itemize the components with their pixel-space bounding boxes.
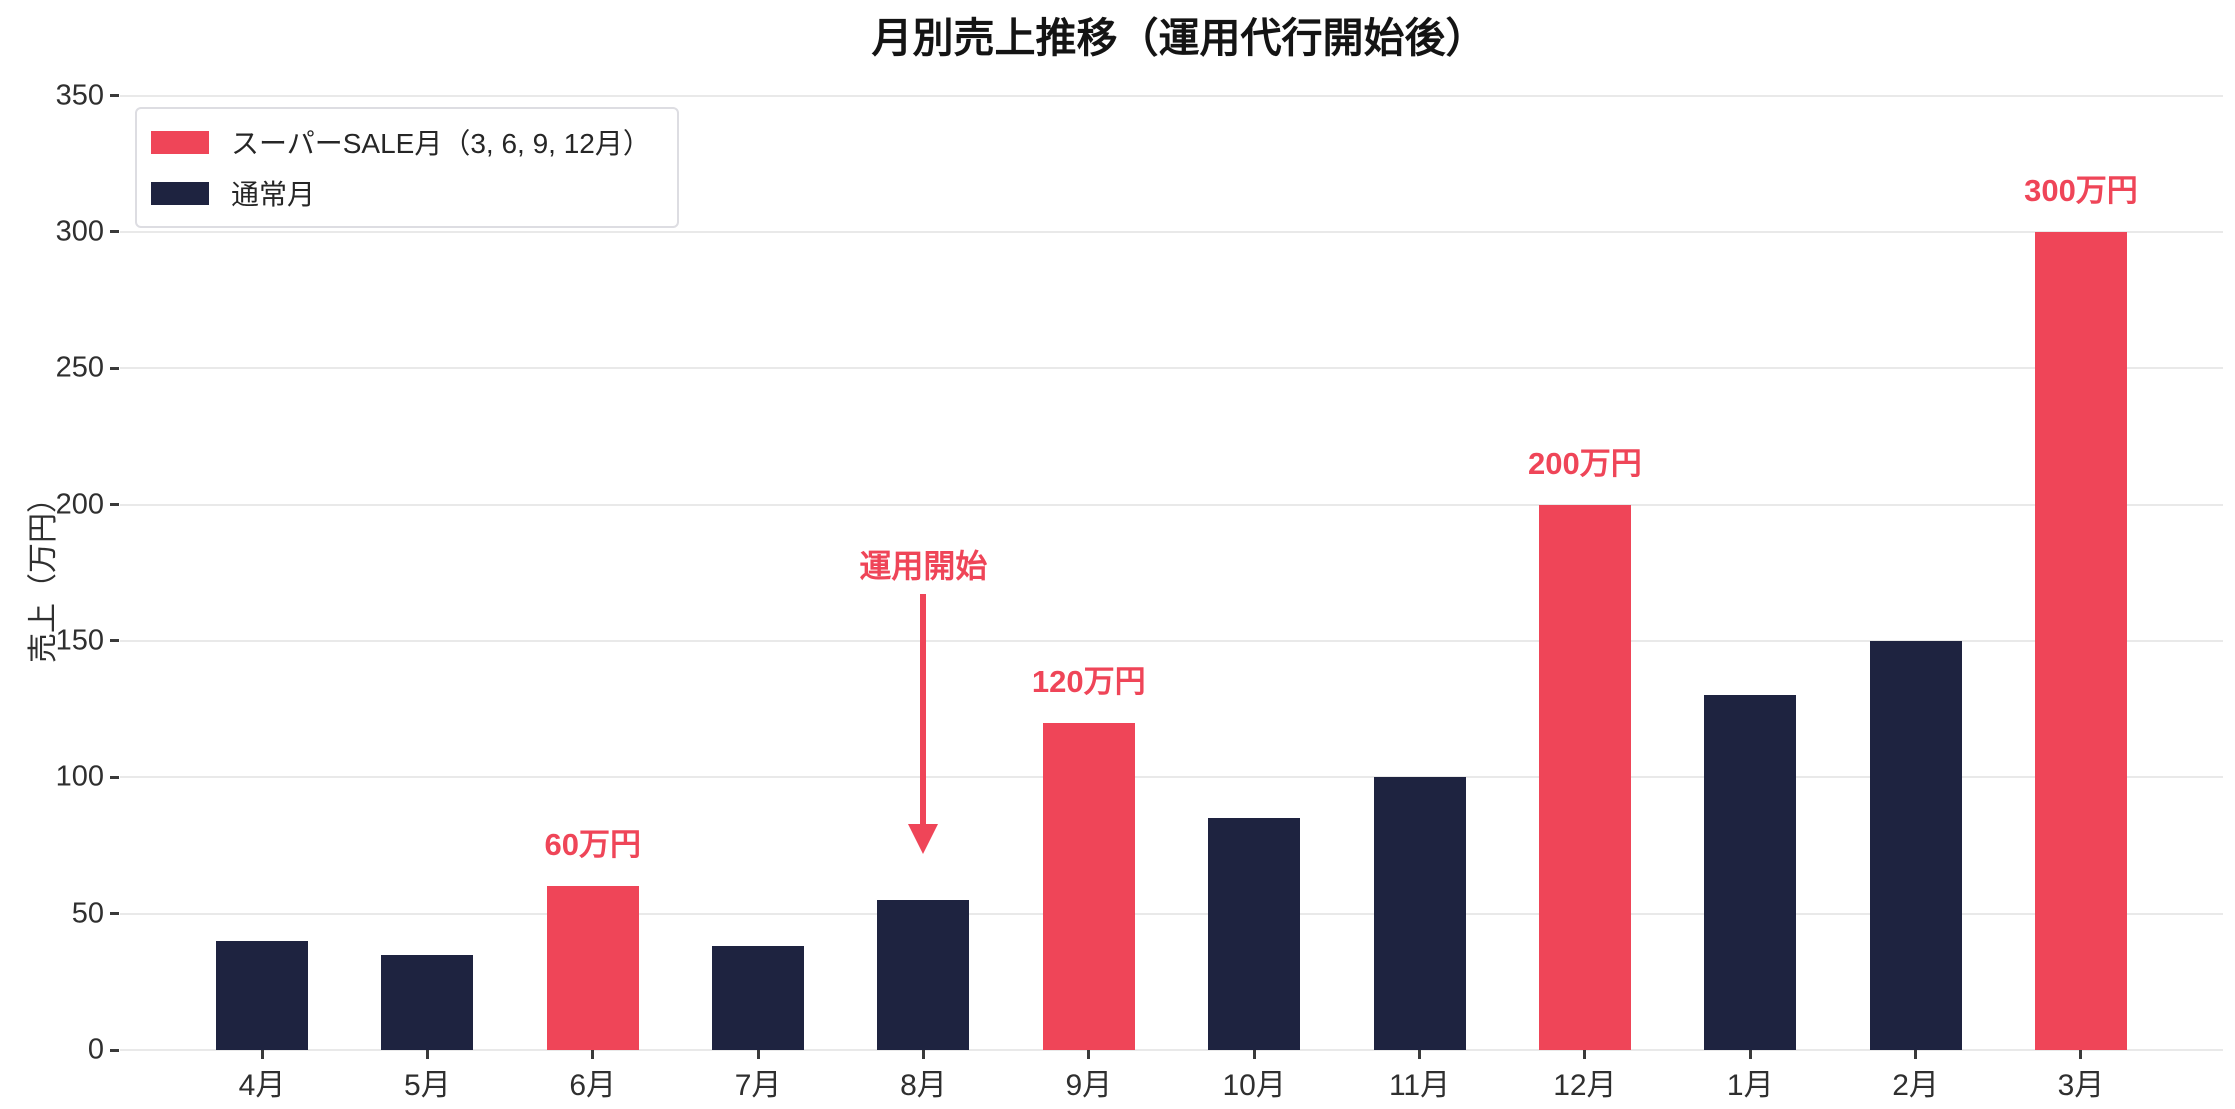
- x-tick-mark-7月: [756, 1050, 760, 1059]
- legend-label-normal-month: 通常月: [231, 179, 316, 210]
- gridline-y-200: [120, 503, 2223, 506]
- x-tick-label-11月: 11月: [1388, 1069, 1451, 1102]
- x-tick-mark-8月: [921, 1050, 925, 1059]
- bar-8月: [877, 900, 970, 1050]
- y-tick-mark-0: [110, 1048, 119, 1052]
- bar-2月: [1869, 640, 1962, 1050]
- x-tick-mark-3月: [2079, 1050, 2083, 1059]
- x-tick-mark-10月: [1252, 1050, 1256, 1059]
- bar-value-label-9月: 120万円: [1031, 663, 1146, 699]
- legend-swatch-sale-month: [151, 130, 209, 154]
- x-tick-label-10月: 10月: [1222, 1069, 1286, 1102]
- y-tick-mark-100: [110, 775, 119, 779]
- x-tick-mark-5月: [425, 1050, 429, 1059]
- y-tick-mark-350: [110, 94, 119, 97]
- x-tick-mark-4月: [260, 1050, 264, 1059]
- y-tick-label-200: 200: [55, 488, 104, 521]
- y-tick-label-300: 300: [55, 215, 104, 248]
- annotation-text: 運用開始: [859, 548, 988, 584]
- bar-11月: [1373, 777, 1466, 1050]
- legend-item-sale-month: スーパーSALE月（3, 6, 9, 12月）: [151, 122, 651, 162]
- gridline-y-250: [120, 367, 2223, 370]
- bar-4月: [216, 940, 308, 1050]
- bar-12月: [1538, 504, 1631, 1050]
- gridline-y-50: [120, 912, 2223, 915]
- x-tick-label-12月: 12月: [1553, 1069, 1617, 1102]
- chart-title: 月別売上推移（運用代行開始後）: [871, 15, 1487, 61]
- bar-value-label-3月: 300万円: [2024, 172, 2138, 208]
- y-tick-label-150: 150: [55, 624, 104, 657]
- x-tick-label-2月: 2月: [1892, 1069, 1939, 1102]
- x-tick-mark-11月: [1418, 1050, 1422, 1059]
- legend-item-normal-month: 通常月: [151, 173, 651, 213]
- x-tick-label-3月: 3月: [2057, 1069, 2105, 1102]
- gridline-y-0: [120, 1049, 2223, 1051]
- bar-9月: [1042, 722, 1135, 1050]
- y-tick-label-50: 50: [71, 897, 104, 930]
- y-tick-mark-50: [110, 912, 119, 916]
- bar-3月: [2034, 231, 2127, 1050]
- x-tick-label-1月: 1月: [1726, 1069, 1774, 1102]
- x-tick-label-7月: 7月: [734, 1069, 782, 1102]
- gridline-y-100: [120, 776, 2223, 779]
- gridline-y-150: [120, 639, 2223, 642]
- y-tick-label-0: 0: [87, 1033, 104, 1066]
- x-tick-label-5月: 5月: [404, 1069, 451, 1102]
- legend: スーパーSALE月（3, 6, 9, 12月） 通常月: [135, 107, 679, 228]
- gridline-y-350: [120, 94, 2223, 97]
- legend-swatch-normal-month: [151, 181, 209, 205]
- x-tick-mark-12月: [1583, 1050, 1587, 1059]
- x-tick-mark-2月: [1914, 1050, 1918, 1059]
- y-tick-label-100: 100: [55, 760, 104, 793]
- x-tick-mark-9月: [1087, 1050, 1091, 1059]
- bar-value-label-6月: 60万円: [544, 827, 641, 863]
- y-tick-mark-300: [110, 230, 119, 234]
- bar-10月: [1208, 818, 1301, 1050]
- x-tick-label-6月: 6月: [569, 1069, 617, 1102]
- bar-1月: [1704, 695, 1797, 1050]
- x-tick-mark-1月: [1748, 1050, 1752, 1059]
- y-tick-label-250: 250: [55, 351, 104, 384]
- y-tick-mark-250: [110, 366, 119, 370]
- gridline-y-300: [120, 230, 2223, 233]
- x-tick-mark-6月: [591, 1050, 595, 1059]
- bar-5月: [381, 954, 474, 1050]
- y-tick-label-350: 350: [55, 79, 104, 111]
- x-tick-label-9月: 9月: [1065, 1069, 1113, 1102]
- x-tick-label-4月: 4月: [238, 1069, 286, 1102]
- y-tick-mark-150: [110, 639, 119, 643]
- y-tick-mark-200: [110, 503, 119, 507]
- bar-6月: [546, 886, 639, 1050]
- annotation-arrow-icon: [908, 594, 939, 854]
- x-tick-label-8月: 8月: [900, 1069, 947, 1102]
- bar-7月: [712, 946, 805, 1050]
- legend-label-sale-month: スーパーSALE月（3, 6, 9, 12月）: [231, 128, 651, 159]
- bar-value-label-12月: 200万円: [1528, 445, 1642, 481]
